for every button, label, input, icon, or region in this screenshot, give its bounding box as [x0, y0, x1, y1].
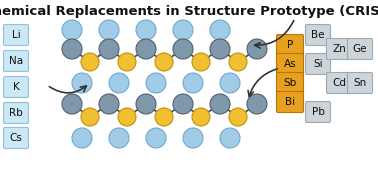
Circle shape	[173, 94, 193, 114]
Circle shape	[192, 108, 210, 126]
Circle shape	[247, 94, 267, 114]
FancyBboxPatch shape	[276, 35, 304, 55]
Text: Cs: Cs	[9, 133, 22, 143]
Text: Be: Be	[311, 30, 325, 40]
Circle shape	[81, 108, 99, 126]
Text: Rb: Rb	[9, 108, 23, 118]
Text: Bi: Bi	[285, 97, 295, 107]
FancyBboxPatch shape	[347, 38, 372, 59]
FancyBboxPatch shape	[3, 128, 28, 148]
FancyBboxPatch shape	[276, 72, 304, 94]
Circle shape	[99, 94, 119, 114]
Circle shape	[173, 39, 193, 59]
Circle shape	[136, 94, 156, 114]
FancyBboxPatch shape	[3, 51, 28, 72]
Circle shape	[155, 108, 173, 126]
Circle shape	[72, 128, 92, 148]
Circle shape	[229, 53, 247, 71]
Circle shape	[81, 53, 99, 71]
Circle shape	[173, 20, 193, 40]
Circle shape	[109, 128, 129, 148]
FancyBboxPatch shape	[3, 25, 28, 46]
FancyBboxPatch shape	[276, 53, 304, 74]
Circle shape	[62, 94, 82, 114]
Circle shape	[220, 128, 240, 148]
FancyBboxPatch shape	[305, 102, 330, 122]
Circle shape	[146, 128, 166, 148]
FancyBboxPatch shape	[347, 72, 372, 94]
Circle shape	[247, 39, 267, 59]
Text: Si: Si	[313, 59, 323, 69]
Text: Pb: Pb	[311, 107, 324, 117]
Text: Na: Na	[9, 56, 23, 66]
FancyBboxPatch shape	[305, 25, 330, 46]
Circle shape	[99, 39, 119, 59]
FancyBboxPatch shape	[327, 72, 352, 94]
Circle shape	[192, 53, 210, 71]
Text: P: P	[287, 40, 293, 50]
Circle shape	[155, 53, 173, 71]
Text: Sb: Sb	[284, 78, 297, 88]
Circle shape	[136, 39, 156, 59]
Circle shape	[118, 53, 136, 71]
Circle shape	[62, 20, 82, 40]
Text: K: K	[12, 82, 19, 92]
FancyBboxPatch shape	[327, 38, 352, 59]
Text: Li: Li	[12, 30, 20, 40]
Text: Cd: Cd	[332, 78, 346, 88]
Circle shape	[118, 108, 136, 126]
Text: Ge: Ge	[353, 44, 367, 54]
Circle shape	[210, 94, 230, 114]
Circle shape	[62, 39, 82, 59]
FancyBboxPatch shape	[3, 76, 28, 98]
Text: Zn: Zn	[332, 44, 346, 54]
FancyBboxPatch shape	[276, 92, 304, 113]
Circle shape	[99, 20, 119, 40]
FancyBboxPatch shape	[3, 102, 28, 124]
Circle shape	[72, 73, 92, 93]
Circle shape	[136, 20, 156, 40]
Circle shape	[109, 73, 129, 93]
Circle shape	[220, 73, 240, 93]
Circle shape	[183, 128, 203, 148]
FancyBboxPatch shape	[305, 53, 330, 74]
Text: Chemical Replacements in Structure Prototype (CRISP): Chemical Replacements in Structure Proto…	[0, 5, 378, 18]
Circle shape	[229, 108, 247, 126]
Text: Sn: Sn	[353, 78, 367, 88]
Circle shape	[210, 39, 230, 59]
Circle shape	[146, 73, 166, 93]
Circle shape	[183, 73, 203, 93]
Text: As: As	[284, 59, 296, 69]
Circle shape	[210, 20, 230, 40]
